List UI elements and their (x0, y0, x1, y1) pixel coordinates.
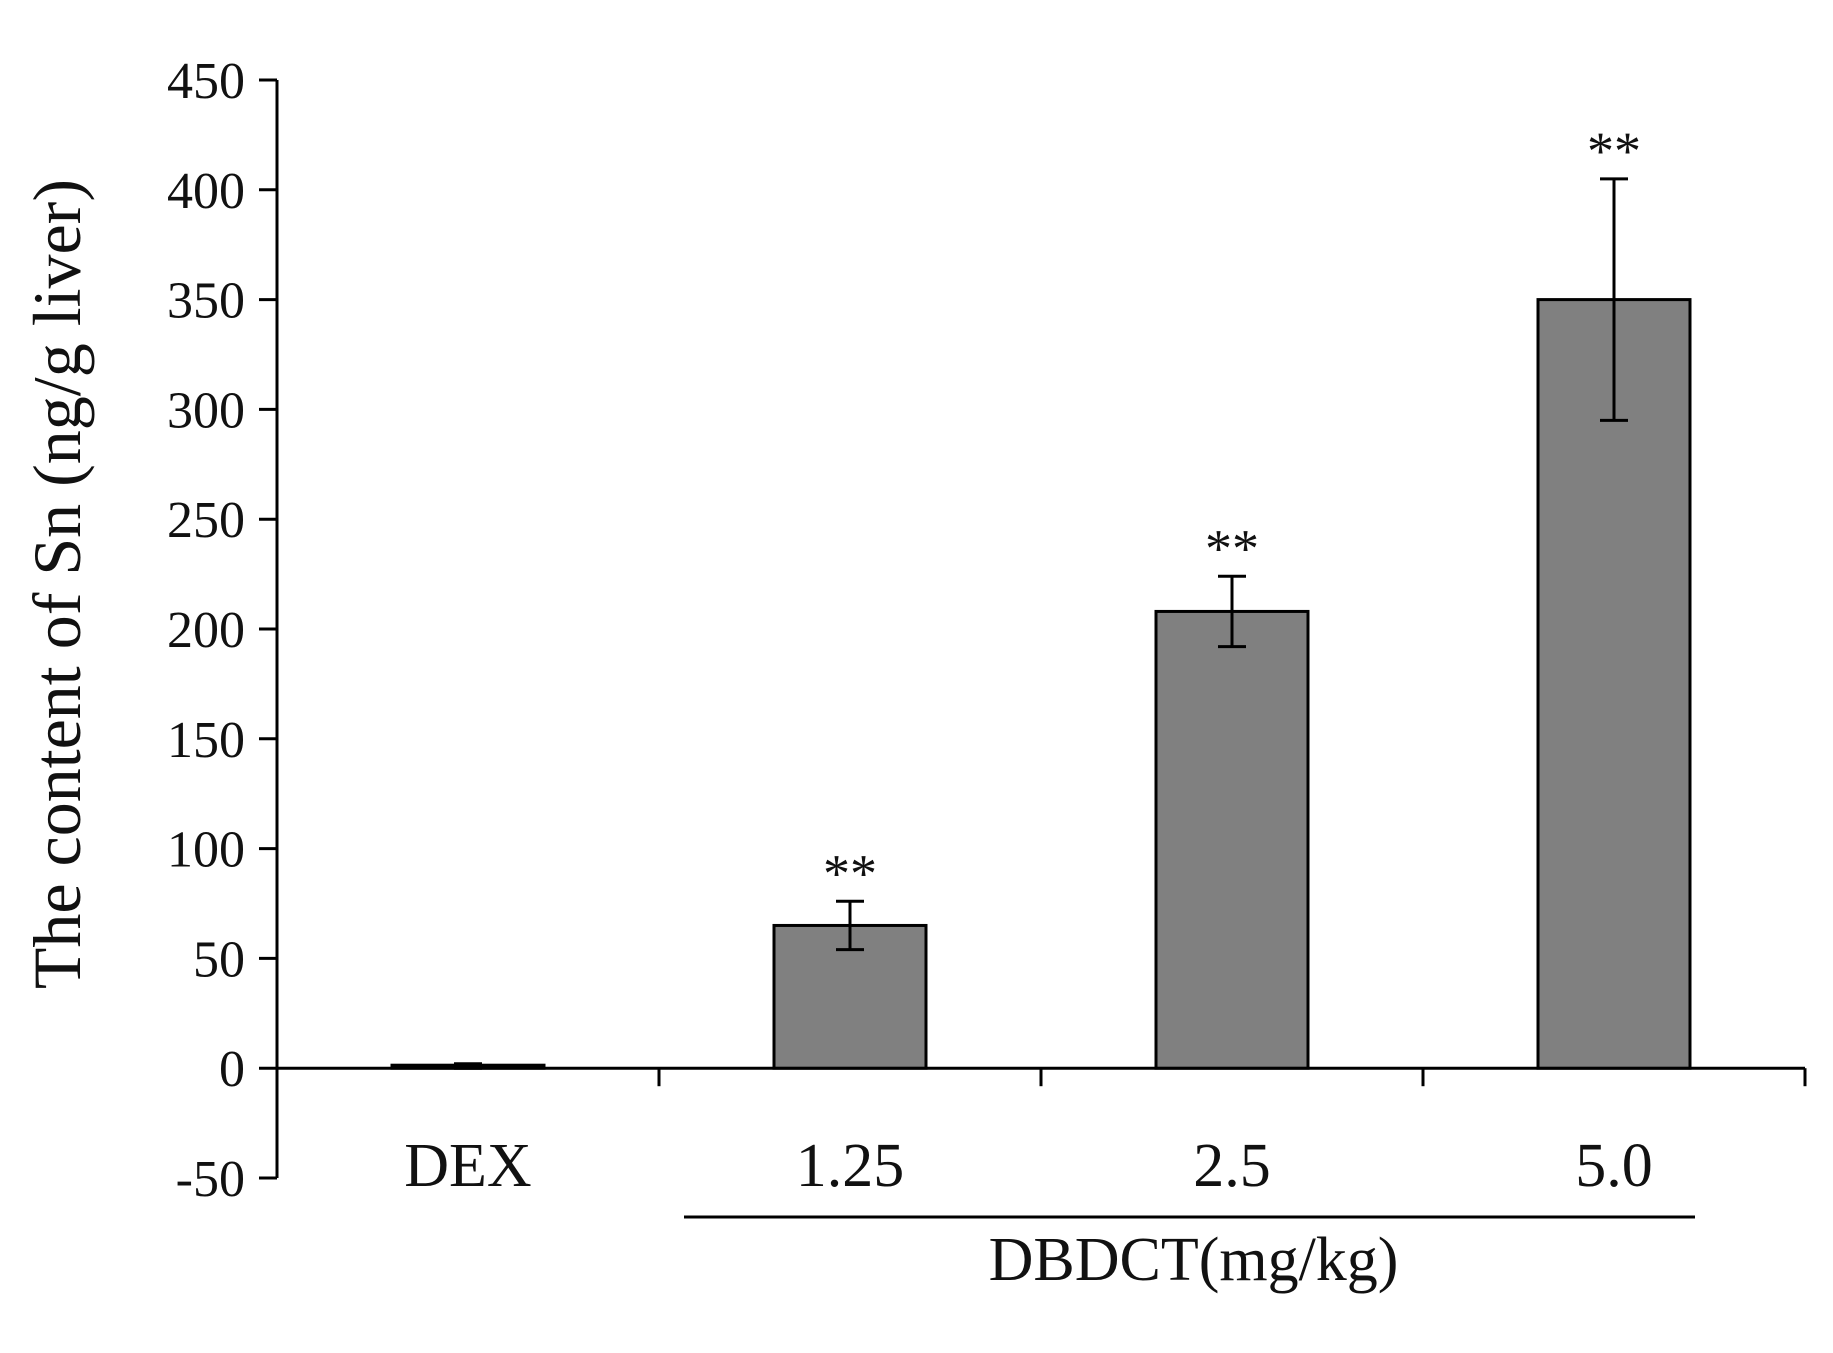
significance-marker: ** (823, 843, 877, 903)
y-tick-label: 150 (167, 712, 245, 769)
axes: -50 0 50 100 150 200 250 300 350 400 450 (167, 53, 1807, 1208)
significance-marker: ** (1205, 518, 1259, 578)
category-label-2.5: 2.5 (1193, 1132, 1271, 1200)
bars (390, 177, 1692, 1070)
group-label: DBDCT(mg/kg) (989, 1226, 1399, 1294)
y-tick-label: 100 (167, 822, 245, 879)
y-tick-label: 0 (219, 1041, 245, 1098)
y-tick-label: 350 (167, 273, 245, 330)
y-tick-label: 200 (167, 602, 245, 659)
y-axis-title: The content of Sn (ng/g liver) (19, 179, 95, 989)
category-label-1.25: 1.25 (796, 1132, 905, 1200)
bar-5.0 (1536, 298, 1692, 1070)
category-label-5.0: 5.0 (1575, 1132, 1653, 1200)
y-tick-label: 450 (167, 53, 245, 110)
y-tick-label: 250 (167, 492, 245, 549)
y-tick-label: 400 (167, 163, 245, 220)
y-tick-label: 50 (193, 931, 245, 988)
significance-marker: ** (1587, 121, 1641, 181)
bar-2.5 (1154, 609, 1310, 1070)
labels: DEX ** 1.25 ** 2.5 ** 5.0 DBDCT(mg/kg) The conte… (19, 121, 1695, 1294)
y-tick-label: 300 (167, 382, 245, 439)
y-tick-label: -50 (176, 1151, 245, 1208)
category-label-DEX: DEX (404, 1132, 531, 1200)
